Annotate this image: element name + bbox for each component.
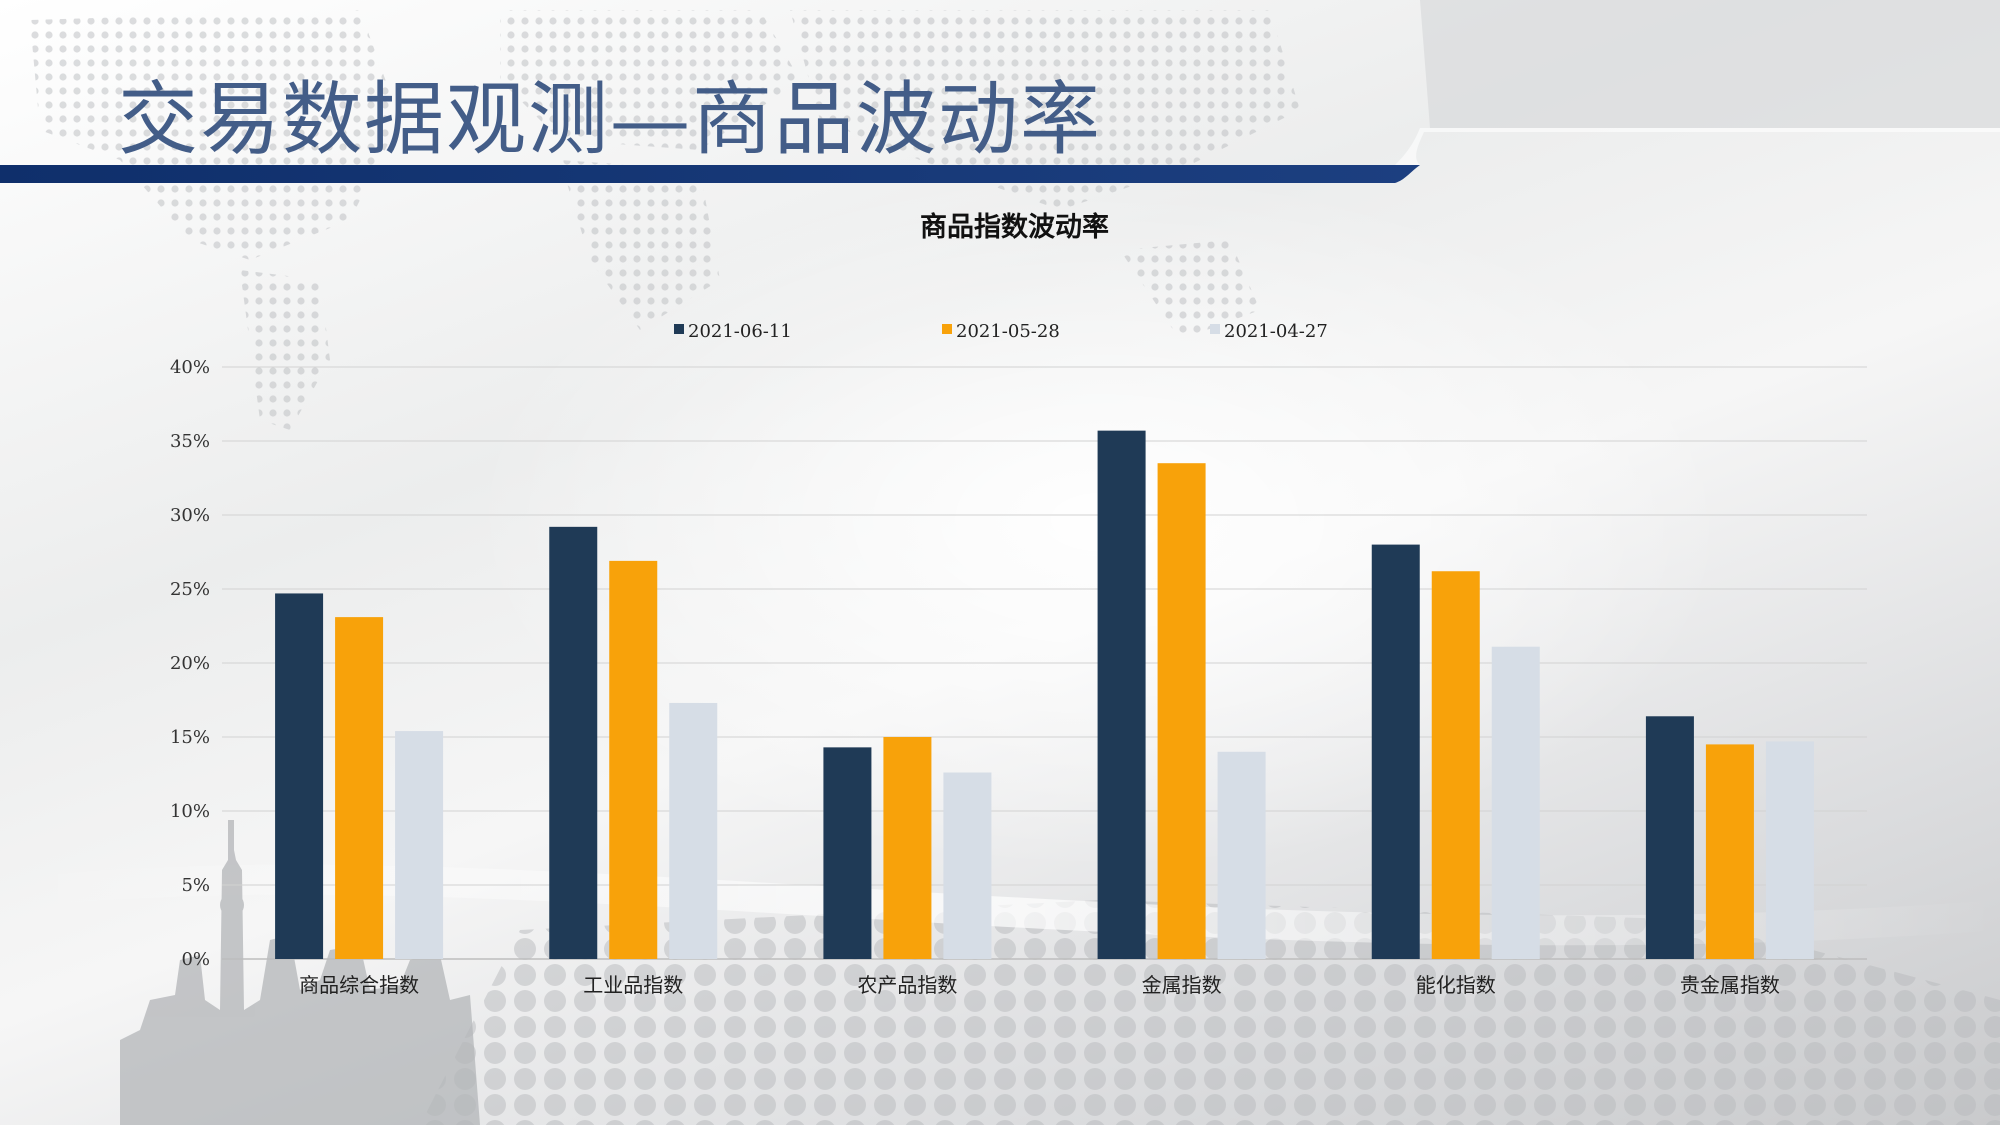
x-tick-label: 金属指数	[1142, 973, 1222, 997]
bar	[1491, 646, 1540, 959]
bar	[1645, 716, 1694, 959]
bar	[1217, 751, 1266, 959]
world-map-dots	[30, 10, 1300, 430]
y-tick-label: 25%	[170, 579, 210, 600]
x-tick-label: 农产品指数	[857, 973, 957, 997]
x-tick-label: 工业品指数	[583, 973, 683, 997]
bar	[1431, 571, 1480, 959]
bar	[1371, 544, 1420, 959]
y-tick-label: 40%	[170, 357, 210, 378]
y-tick-label: 30%	[170, 505, 210, 526]
bar	[335, 617, 384, 959]
bar	[275, 593, 324, 959]
bar	[1097, 430, 1146, 959]
y-tick-label: 35%	[170, 431, 210, 452]
bar	[669, 702, 718, 959]
y-tick-label: 15%	[170, 727, 210, 748]
bar	[609, 560, 658, 959]
legend-label: 2021-06-11	[688, 321, 792, 342]
bar	[1705, 744, 1754, 959]
legend-swatch	[942, 324, 952, 334]
page-title: 交易数据观测—商品波动率	[118, 73, 1102, 166]
legend-swatch	[674, 324, 684, 334]
bar	[549, 526, 598, 959]
x-tick-label: 商品综合指数	[299, 973, 419, 997]
x-tick-label: 能化指数	[1416, 973, 1496, 997]
bar	[823, 747, 872, 959]
legend-label: 2021-04-27	[1224, 321, 1328, 342]
y-tick-label: 0%	[181, 949, 210, 970]
hex-dot-texture	[420, 900, 2000, 1125]
bar	[883, 737, 932, 959]
city-skyline	[120, 820, 480, 1125]
header-band	[0, 165, 1420, 183]
legend-swatch	[1210, 324, 1220, 334]
chart-title: 商品指数波动率	[920, 211, 1109, 243]
y-tick-label: 20%	[170, 653, 210, 674]
bar	[395, 731, 444, 959]
y-tick-label: 10%	[170, 801, 210, 822]
bar	[943, 772, 992, 959]
bar	[1765, 741, 1814, 959]
bar	[1157, 463, 1206, 959]
x-tick-label: 贵金属指数	[1680, 973, 1780, 997]
y-tick-label: 5%	[181, 875, 210, 896]
legend-label: 2021-05-28	[956, 321, 1060, 342]
